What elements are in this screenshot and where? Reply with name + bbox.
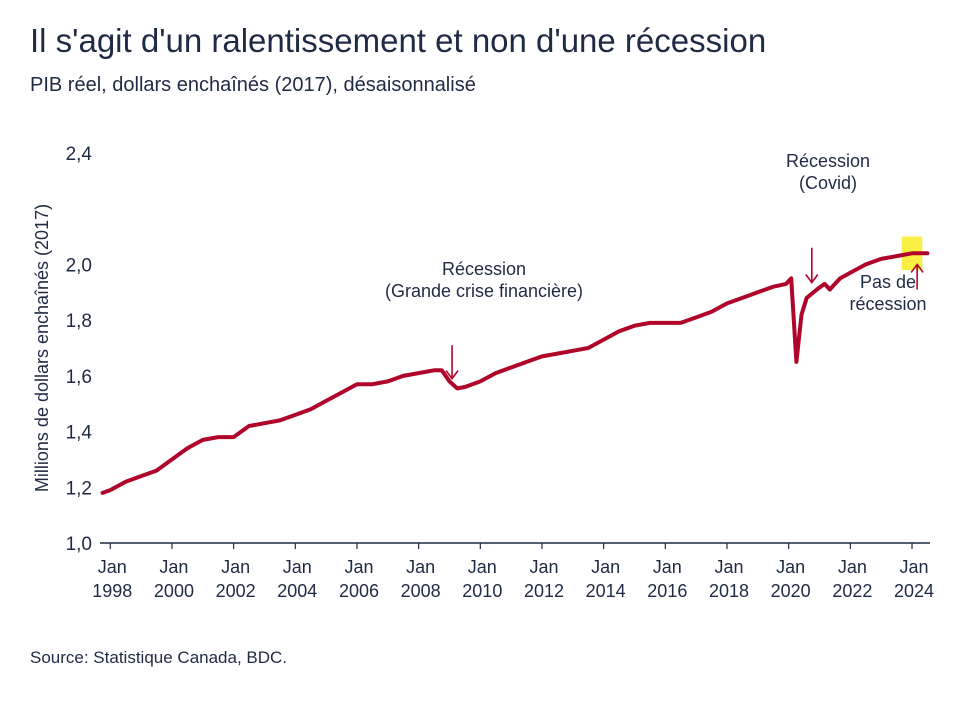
- x-tick-label-month: Jan: [591, 557, 620, 577]
- x-tick-label-year: 2020: [771, 581, 811, 601]
- x-tick-label-month: Jan: [468, 557, 497, 577]
- x-tick-label-year: 2006: [339, 581, 379, 601]
- annotation-gfc-text: (Grande crise financière): [385, 281, 583, 301]
- x-tick-label-month: Jan: [98, 557, 127, 577]
- x-tick-label-month: Jan: [529, 557, 558, 577]
- x-tick-label-year: 2024: [894, 581, 934, 601]
- annotation-no-recession-text: Pas de: [860, 272, 916, 292]
- series-layer: [100, 251, 930, 495]
- x-tick-label-month: Jan: [283, 557, 312, 577]
- line-chart: Millions de dollars enchaînés (2017) 1,0…: [32, 144, 934, 601]
- x-tick-label-year: 1998: [92, 581, 132, 601]
- x-tick-label-year: 2018: [709, 581, 749, 601]
- source-note: Source: Statistique Canada, BDC.: [30, 648, 288, 667]
- y-tick-label: 1,4: [66, 423, 93, 444]
- x-tick-label-year: 2010: [462, 581, 502, 601]
- x-tick-label-year: 2004: [277, 581, 317, 601]
- x-tick-label-year: 2000: [154, 581, 194, 601]
- x-tick-label-month: Jan: [653, 557, 682, 577]
- x-tick-label-year: 2008: [401, 581, 441, 601]
- annotation-covid-arrowhead: [805, 274, 819, 284]
- x-tick-label-year: 2012: [524, 581, 564, 601]
- chart-title: Il s'agit d'un ralentissement et non d'u…: [30, 22, 767, 59]
- annotation-gfc-text: Récession: [442, 259, 526, 279]
- annotation-covid-text: (Covid): [799, 173, 857, 193]
- x-tick-label-month: Jan: [899, 557, 928, 577]
- y-tick-label: 1,0: [66, 534, 92, 555]
- x-axis: Jan 1998 Jan 2000 Jan 2002 Jan 2004 Jan 2006 Jan 20…: [92, 542, 934, 601]
- x-tick-label-month: Jan: [714, 557, 743, 577]
- y-axis: 1,0 1,2 1,4 1,6 1,8 2,0 2,4: [66, 144, 93, 555]
- annotations-layer: Récession(Grande crise financière)Récess…: [385, 151, 927, 380]
- y-tick-label: 2,0: [66, 255, 92, 276]
- annotation-gfc-arrowhead: [445, 370, 459, 380]
- y-tick-label: 1,6: [66, 367, 92, 388]
- y-axis-label: Millions de dollars enchaînés (2017): [32, 204, 52, 492]
- x-tick-label-month: Jan: [344, 557, 373, 577]
- x-tick-label-month: Jan: [838, 557, 867, 577]
- y-tick-label: 1,2: [66, 478, 92, 499]
- annotation-no-recession-text: récession: [849, 294, 926, 314]
- y-tick-label: 1,8: [66, 311, 92, 332]
- x-tick-label-year: 2016: [647, 581, 687, 601]
- x-tick-label-month: Jan: [159, 557, 188, 577]
- x-tick-label-year: 2002: [216, 581, 256, 601]
- x-tick-label-year: 2022: [832, 581, 872, 601]
- chart-subtitle: PIB réel, dollars enchaînés (2017), désa…: [30, 74, 476, 96]
- x-tick-label-month: Jan: [221, 557, 250, 577]
- y-tick-label: 2,4: [66, 144, 93, 165]
- x-tick-label-month: Jan: [406, 557, 435, 577]
- gdp-series-line: [100, 251, 930, 495]
- annotation-covid-text: Récession: [786, 151, 870, 171]
- x-tick-label-month: Jan: [776, 557, 805, 577]
- annotation-no-recession-arrowhead: [910, 263, 924, 273]
- x-tick-label-year: 2014: [586, 581, 626, 601]
